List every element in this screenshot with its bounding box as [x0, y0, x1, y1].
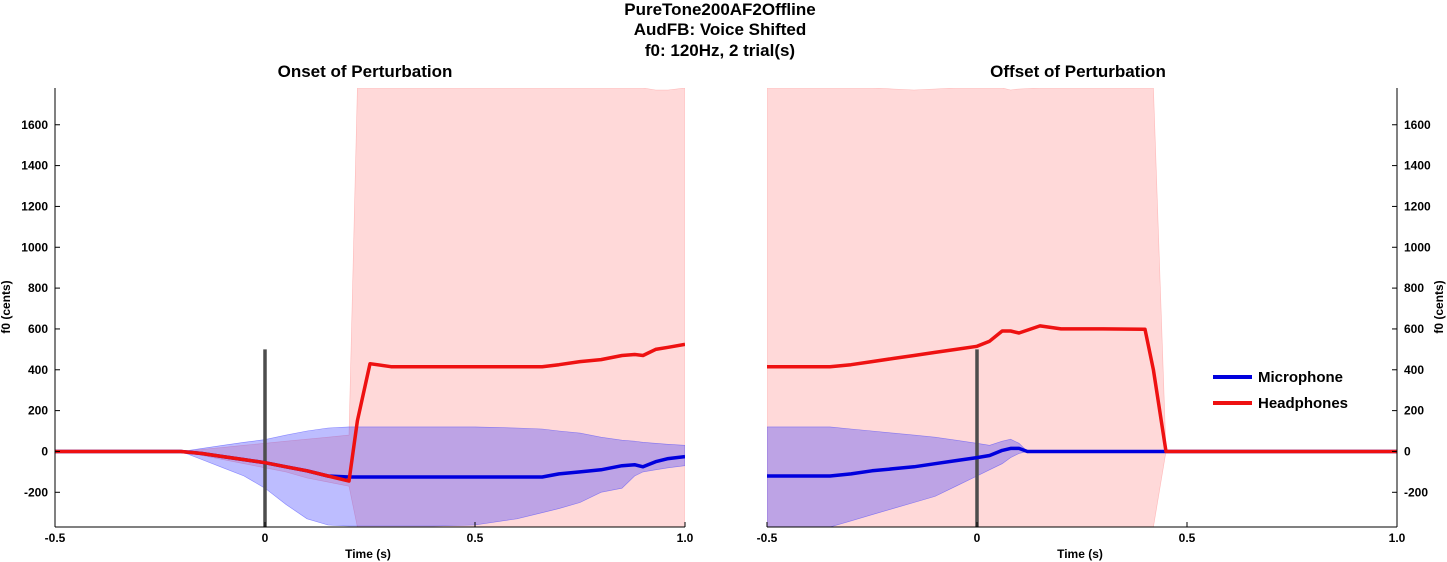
onset-ylabel: f0 (cents): [0, 280, 13, 333]
offset-plot-area: [767, 88, 1397, 527]
onset-xlabel: Time (s): [345, 547, 391, 561]
offset-ytick-label: 800: [1404, 281, 1424, 295]
offset-ytick-label: 200: [1404, 404, 1424, 418]
figure-title-line-2: AudFB: Voice Shifted: [634, 20, 807, 39]
legend-headphones-label: Headphones: [1258, 395, 1348, 412]
onset-headphones-line: [55, 342, 685, 483]
onset-ytick-label: 1000: [21, 240, 48, 254]
onset-headphones-band: [55, 88, 685, 527]
offset-xtick-label: 1.0: [1389, 531, 1406, 545]
onset-xtick-label: 1.0: [677, 531, 694, 545]
onset-ytick-label: 0: [41, 444, 48, 458]
offset-xtick-label: 0.5: [1179, 531, 1196, 545]
onset-ytick-label: 600: [28, 322, 48, 336]
onset-ytick-label: 800: [28, 281, 48, 295]
offset-ytick-label: 1200: [1404, 199, 1431, 213]
onset-xtick-label: 0: [262, 531, 269, 545]
offset-ytick-label: 400: [1404, 363, 1424, 377]
onset-ytick-label: 1400: [21, 159, 48, 173]
onset-xtick-label: 0.5: [467, 531, 484, 545]
onset-plot-area: [55, 88, 685, 527]
offset-ylabel: f0 (cents): [1432, 280, 1446, 333]
onset-ytick-label: 400: [28, 363, 48, 377]
offset-xtick-label: 0: [974, 531, 981, 545]
onset-xtick-label: -0.5: [45, 531, 66, 545]
onset-panel: -0.5 0 0.5 1.0 -200 0 200 400 600 800 1000 1200 1400…: [21, 88, 694, 545]
legend-microphone-label: Microphone: [1258, 369, 1343, 386]
offset-xtick-label: -0.5: [757, 531, 778, 545]
figure-title-line-3: f0: 120Hz, 2 trial(s): [645, 41, 795, 60]
offset-ytick-label: 1000: [1404, 240, 1431, 254]
offset-ytick-label: 600: [1404, 322, 1424, 336]
offset-panel: -0.5 0 0.5 1.0 -200 0 200 400 600 800 1000 1200 1400…: [757, 88, 1431, 545]
offset-xlabel: Time (s): [1057, 547, 1103, 561]
offset-ytick-label: 1600: [1404, 118, 1431, 132]
onset-ytick-label: 1200: [21, 199, 48, 213]
onset-ytick-label: -200: [24, 485, 48, 499]
onset-ytick-label: 1600: [21, 118, 48, 132]
legend: Microphone Headphones: [1213, 369, 1348, 412]
offset-ytick-label: 1400: [1404, 159, 1431, 173]
offset-ytick-label: 0: [1404, 444, 1411, 458]
offset-ytick-label: -200: [1404, 485, 1428, 499]
offset-panel-title: Offset of Perturbation: [990, 62, 1166, 81]
onset-ytick-label: 200: [28, 404, 48, 418]
figure-title-line-1: PureTone200AF2Offline: [624, 0, 815, 19]
onset-panel-title: Onset of Perturbation: [278, 62, 453, 81]
offset-headphones-line: [767, 324, 1397, 454]
